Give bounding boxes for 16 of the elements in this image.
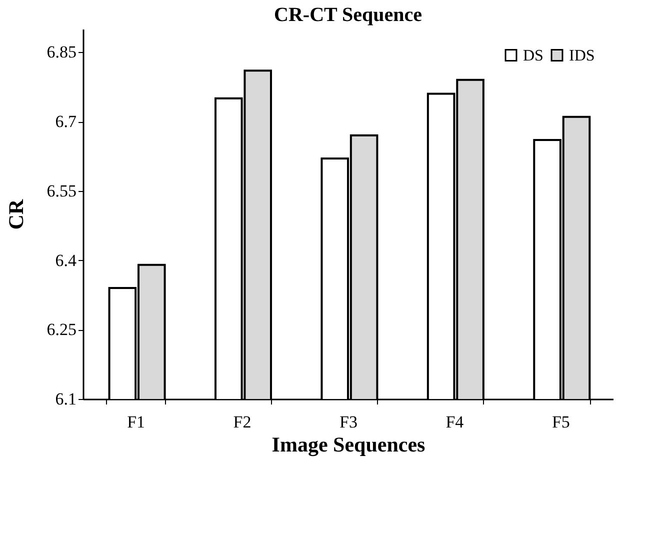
x-tick-label: F2 (233, 412, 252, 432)
x-tick-label: F4 (446, 412, 464, 432)
chart-title: CR-CT Sequence (274, 4, 422, 26)
y-tick-label: 6.1 (55, 390, 76, 408)
y-tick-label: 6.55 (46, 181, 76, 200)
legend-label: IDS (569, 47, 595, 64)
y-tick-label: 6.7 (55, 112, 77, 131)
x-tick-label: F5 (552, 412, 570, 432)
x-tick-label: F1 (127, 412, 146, 432)
y-tick-label: 6.25 (46, 320, 76, 340)
y-tick-label: 6.4 (55, 250, 77, 270)
x-tick-label: F3 (340, 412, 358, 432)
x-axis-title: Image Sequences (272, 432, 426, 456)
y-axis-title: CR (4, 198, 28, 230)
legend-label: DS (523, 47, 544, 64)
y-tick-label: 6.85 (46, 42, 76, 62)
